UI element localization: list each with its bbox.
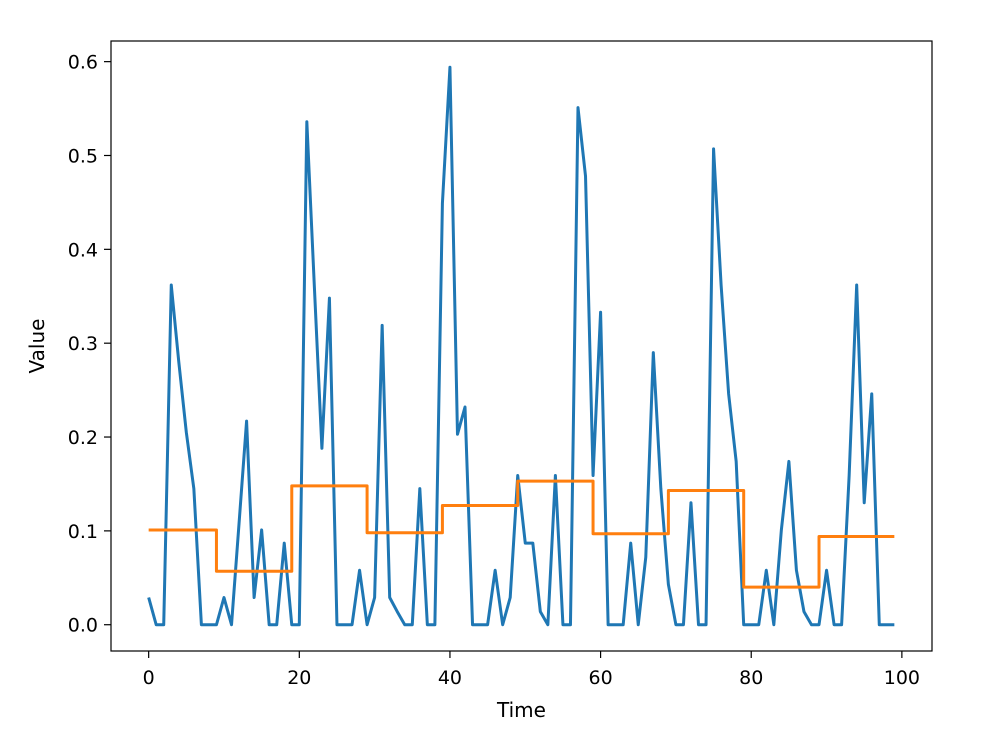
x-axis: 0 20 40 60 80 100 <box>143 651 920 689</box>
x-tick-label: 0 <box>143 667 155 689</box>
series-line-blue <box>147 65 895 627</box>
y-tick-label: 0.2 <box>68 427 98 449</box>
x-tick-label: 80 <box>739 667 763 689</box>
plot-frame <box>110 40 933 652</box>
y-axis-label: Value <box>25 319 49 374</box>
x-tick-label: 40 <box>438 667 462 689</box>
y-tick-label: 0.0 <box>68 615 98 637</box>
y-tick-label: 0.6 <box>68 52 98 74</box>
x-tick-label: 60 <box>588 667 612 689</box>
plot-area <box>111 41 932 651</box>
y-tick-label: 0.3 <box>68 333 98 355</box>
series-line-orange <box>148 479 895 589</box>
y-tick-label: 0.4 <box>68 239 98 261</box>
x-tick-label: 20 <box>287 667 311 689</box>
y-tick-label: 0.1 <box>68 521 98 543</box>
x-axis-label: Time <box>496 698 546 722</box>
series-layer <box>147 65 895 627</box>
x-tick-label: 100 <box>884 667 920 689</box>
y-tick-label: 0.5 <box>68 145 98 167</box>
y-axis: 0.0 0.1 0.2 0.3 0.4 0.5 0.6 <box>68 52 111 637</box>
